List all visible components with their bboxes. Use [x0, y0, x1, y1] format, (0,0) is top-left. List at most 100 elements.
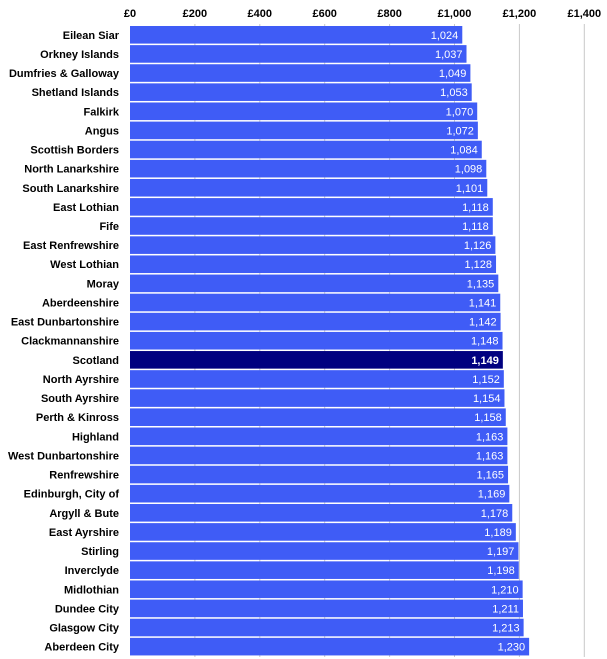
- category-label: South Lanarkshire: [22, 183, 119, 195]
- bars: [130, 26, 530, 656]
- bar: [130, 465, 509, 484]
- bar: [130, 446, 508, 465]
- category-label: Fife: [99, 221, 119, 233]
- category-label: East Ayrshire: [49, 527, 119, 539]
- bar: [130, 293, 501, 312]
- bar: [130, 637, 530, 656]
- bar-highlight: [130, 351, 503, 369]
- bar: [130, 159, 487, 178]
- value-label: 1,163: [476, 431, 504, 443]
- value-label: 1,152: [472, 374, 500, 386]
- x-tick-label: £1,000: [438, 8, 472, 20]
- value-label: 1,053: [440, 87, 468, 99]
- value-label: 1,178: [481, 508, 509, 520]
- value-label: 1,154: [473, 393, 501, 405]
- value-label: 1,149: [471, 355, 499, 367]
- category-label: Eilean Siar: [63, 30, 120, 42]
- bar: [130, 370, 504, 388]
- value-label: 1,135: [467, 278, 495, 290]
- x-tick-label: £0: [124, 8, 136, 20]
- category-label: Argyll & Bute: [49, 508, 119, 520]
- value-label: 1,189: [484, 527, 512, 539]
- bar: [130, 618, 524, 637]
- bar: [130, 255, 497, 274]
- value-label: 1,198: [487, 565, 515, 577]
- category-label: East Lothian: [53, 202, 119, 214]
- bar: [130, 312, 501, 331]
- value-label: 1,169: [478, 489, 506, 501]
- value-label: 1,037: [435, 49, 463, 61]
- value-label: 1,211: [492, 603, 519, 615]
- value-label: 1,101: [456, 183, 484, 195]
- value-label: 1,210: [491, 584, 519, 596]
- bar: [130, 274, 499, 293]
- category-label: Aberdeen City: [44, 642, 119, 654]
- bar: [130, 140, 482, 159]
- category-label: Midlothian: [64, 584, 119, 596]
- bar: [130, 102, 478, 121]
- value-label: 1,213: [492, 623, 520, 635]
- category-label: Perth & Kinross: [36, 412, 119, 424]
- bar: [130, 599, 523, 618]
- category-label: Aberdeenshire: [42, 297, 119, 309]
- bar: [130, 504, 513, 522]
- bar: [130, 389, 505, 407]
- bar: [130, 236, 496, 254]
- value-label: 1,165: [477, 470, 505, 482]
- category-label: West Lothian: [50, 259, 119, 271]
- value-label: 1,118: [462, 221, 489, 233]
- value-label: 1,024: [431, 30, 459, 42]
- category-label: South Ayrshire: [41, 393, 119, 405]
- value-label: 1,128: [465, 259, 493, 271]
- category-label: West Dunbartonshire: [8, 450, 119, 462]
- category-label: Renfrewshire: [49, 470, 119, 482]
- category-label: Moray: [87, 278, 120, 290]
- x-tick-label: £800: [377, 8, 401, 20]
- value-label: 1,158: [474, 412, 502, 424]
- value-label: 1,141: [469, 297, 497, 309]
- category-label: Inverclyde: [65, 565, 119, 577]
- value-label: 1,098: [455, 164, 483, 176]
- value-label: 1,118: [462, 202, 489, 214]
- value-label: 1,049: [439, 68, 467, 80]
- value-label: 1,142: [469, 317, 497, 329]
- value-label: 1,070: [446, 106, 474, 118]
- category-label: Angus: [85, 125, 119, 137]
- x-tick-label: £1,400: [567, 8, 601, 20]
- x-tick-label: £600: [312, 8, 336, 20]
- category-label: North Lanarkshire: [24, 164, 119, 176]
- bar: [130, 198, 493, 216]
- x-tick-label: £400: [248, 8, 272, 20]
- category-label: Shetland Islands: [32, 87, 119, 99]
- bar: [130, 408, 506, 426]
- x-tick-label: £200: [183, 8, 207, 20]
- bar: [130, 542, 519, 560]
- bar: [130, 26, 463, 44]
- bar: [130, 484, 510, 503]
- bar: [130, 561, 519, 579]
- category-label: Glasgow City: [49, 623, 120, 635]
- value-label: 1,197: [487, 546, 515, 558]
- value-label: 1,163: [476, 450, 504, 462]
- bar: [130, 427, 508, 446]
- x-tick-label: £1,200: [503, 8, 537, 20]
- bar: [130, 580, 523, 599]
- category-label: Dundee City: [55, 603, 120, 615]
- category-label: East Renfrewshire: [23, 240, 119, 252]
- value-label: 1,126: [464, 240, 492, 252]
- category-label: Highland: [72, 431, 119, 443]
- value-labels: 1,024 1,037 1,049 1,053 1,070 1,072 1,084 1,098…: [431, 30, 525, 654]
- category-labels: Eilean Siar Orkney Islands Dumfries & Gall…: [8, 30, 120, 654]
- x-axis-tick-labels: £0 £200 £400 £600 £800 £1,000 £1,200 £1,400: [124, 8, 601, 20]
- bar: [130, 45, 467, 63]
- category-label: Dumfries & Galloway: [9, 68, 120, 80]
- bar: [130, 121, 478, 140]
- value-label: 1,084: [450, 145, 478, 157]
- bar: [130, 217, 493, 235]
- value-label: 1,230: [498, 642, 526, 654]
- category-label: Scottish Borders: [30, 145, 119, 157]
- category-label: Edinburgh, City of: [24, 489, 120, 501]
- category-label: Orkney Islands: [40, 49, 119, 61]
- category-label: North Ayrshire: [43, 374, 119, 386]
